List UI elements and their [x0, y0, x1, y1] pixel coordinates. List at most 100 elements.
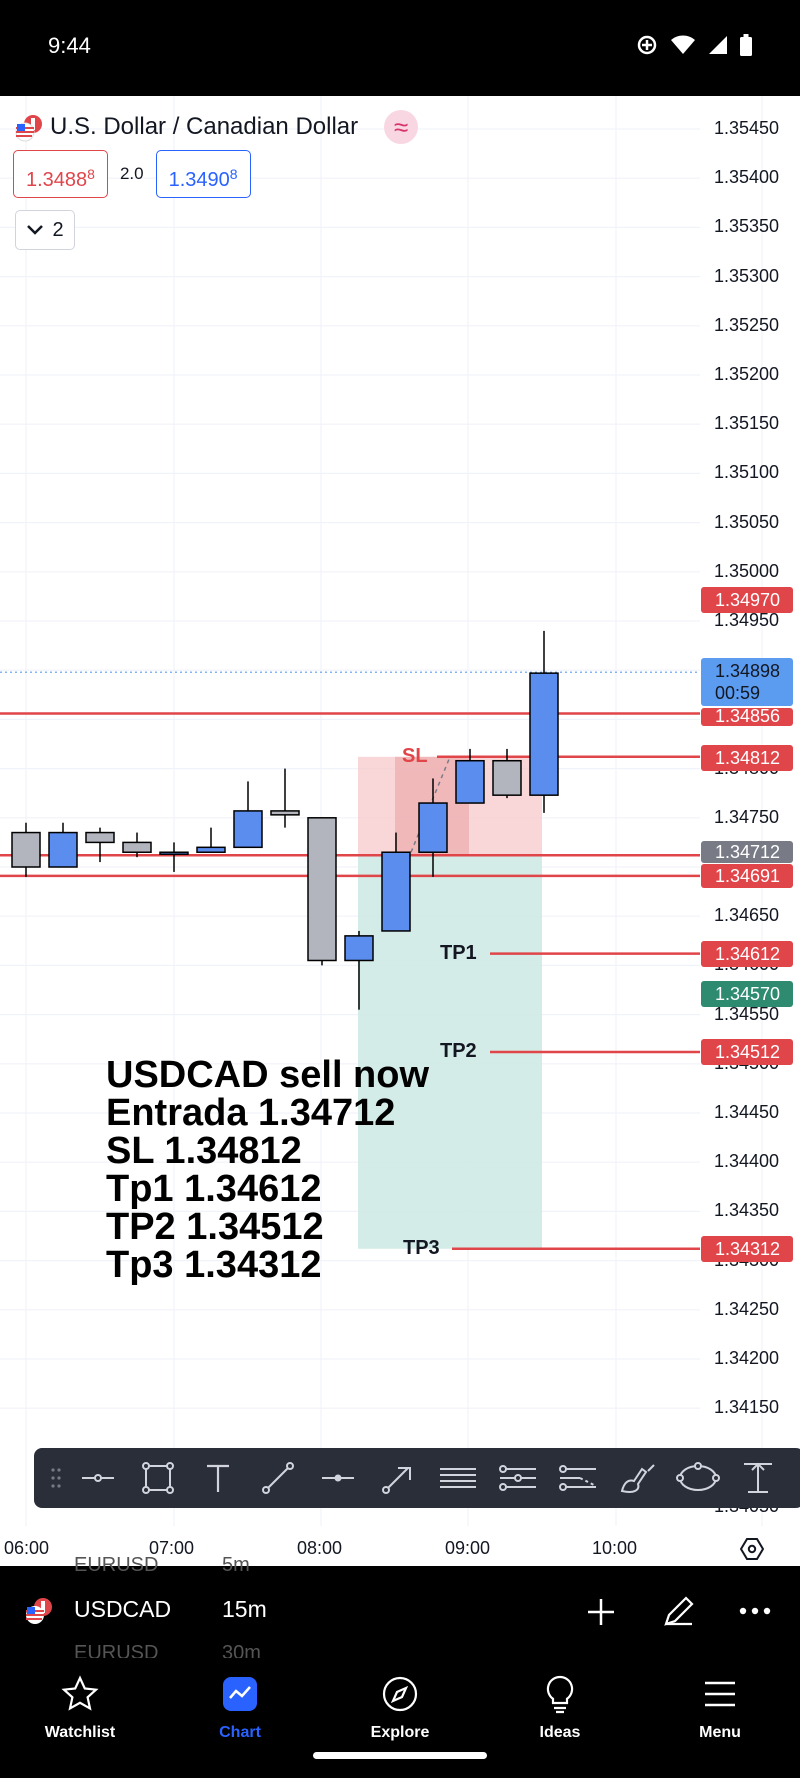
candle-body [233, 810, 263, 849]
more-icon[interactable] [739, 1606, 771, 1616]
price-tick: 1.35250 [714, 314, 780, 335]
annotation-line: SL 1.34812 [106, 1130, 302, 1172]
price-tick: 1.35400 [714, 167, 780, 188]
symbol-strip[interactable]: EURUSD 5m USDCAD 15m EURUSD 30m [0, 1554, 800, 1664]
rectangle-tool-icon[interactable] [128, 1448, 188, 1508]
price-tag-sl: 1.34812 [701, 745, 793, 771]
chart-settings-icon[interactable] [740, 1538, 764, 1560]
compass-icon [330, 1672, 470, 1716]
indicator-count: 2 [52, 218, 64, 241]
price-tag-tp1: 1.34612 [701, 941, 793, 967]
price-tag-line-2: 1.34691 [701, 864, 793, 888]
price-tick: 1.35300 [714, 265, 780, 286]
fib-retracement-tool-icon[interactable] [488, 1448, 548, 1508]
price-tick: 1.35150 [714, 413, 780, 434]
trade-annotation[interactable]: USDCAD sell now Entrada 1.34712 SL 1.348… [106, 1056, 429, 1284]
drag-handle-icon[interactable] [44, 1448, 68, 1508]
strip-prev-interval: 5m [222, 1554, 250, 1576]
candle-body [85, 831, 115, 844]
price-tag-line-1: 1.34856 [701, 708, 793, 726]
nav-chart[interactable]: Chart [170, 1672, 310, 1742]
buy-price: 1.3490 [168, 169, 230, 191]
nav-label: Explore [370, 1724, 430, 1741]
time-axis[interactable]: 06:00 07:00 08:00 09:00 10:00 [0, 1530, 800, 1566]
home-indicator[interactable] [313, 1752, 487, 1759]
price-tag-tp2: 1.34512 [701, 1039, 793, 1065]
price-tag-red-top: 1.34970 [701, 587, 793, 613]
horizontal-ray-tool-icon[interactable] [308, 1448, 368, 1508]
flag-icon [26, 1598, 52, 1624]
add-icon[interactable] [585, 1596, 617, 1628]
bottom-navigation: Watchlist Chart Explore Ideas Menu [0, 1658, 800, 1778]
flag-icon [14, 113, 42, 142]
nav-ideas[interactable]: Ideas [490, 1672, 630, 1742]
candle-body [196, 846, 226, 853]
nav-menu[interactable]: Menu [650, 1672, 790, 1742]
sell-price-pipette: 8 [87, 166, 95, 182]
trend-line-tool-icon[interactable] [248, 1448, 308, 1508]
candle-body [492, 759, 522, 796]
candle-body [455, 759, 485, 804]
buy-button[interactable]: 1.34908 [155, 150, 251, 198]
candle-body [270, 810, 300, 816]
price-tick: 1.34150 [714, 1397, 780, 1418]
candle-body [344, 935, 374, 962]
candle-body [381, 851, 411, 932]
strip-interval[interactable]: 15m [222, 1596, 267, 1622]
tp2-line-label[interactable]: TP2 [440, 1040, 477, 1062]
symbol-title[interactable]: U.S. Dollar / Canadian Dollar [50, 113, 359, 140]
time-tick: 08:00 [297, 1538, 343, 1558]
arrow-tool-icon[interactable] [368, 1448, 428, 1508]
nav-explore[interactable]: Explore [330, 1672, 470, 1742]
strip-symbol[interactable]: USDCAD [74, 1596, 172, 1622]
price-tick: 1.35000 [714, 560, 780, 581]
annotation-line: Tp1 1.34612 [106, 1168, 322, 1210]
status-icons [636, 34, 752, 56]
price-tick: 1.34950 [714, 610, 780, 630]
text-tool-icon[interactable] [188, 1448, 248, 1508]
price-tick: 1.35450 [714, 118, 780, 138]
candle-body [48, 831, 78, 868]
price-tag-entry: 1.34712 [701, 841, 793, 863]
data-saver-icon [637, 35, 657, 55]
price-tick: 1.34750 [714, 806, 780, 827]
status-time: 9:44 [48, 33, 91, 58]
sell-button[interactable]: 1.34888 [13, 150, 108, 198]
price-tick: 1.35200 [714, 364, 780, 384]
chevron-down-icon [27, 225, 44, 235]
chart-canvas[interactable] [0, 96, 800, 1566]
lightbulb-icon [490, 1672, 630, 1716]
price-tick: 1.35350 [714, 216, 780, 237]
tp3-line-label[interactable]: TP3 [403, 1237, 440, 1259]
sl-line-label[interactable]: SL [402, 745, 428, 767]
bar-countdown: 00:59 [715, 683, 761, 703]
horizontal-line-tool-icon[interactable] [68, 1448, 128, 1508]
candle-body [11, 831, 41, 868]
pitchfork-tool-icon[interactable] [548, 1448, 608, 1508]
nav-watchlist[interactable]: Watchlist [10, 1672, 150, 1742]
price-tick: 1.34350 [714, 1200, 780, 1221]
menu-icon [650, 1672, 790, 1716]
indicator-badge[interactable]: ≈ [384, 110, 419, 144]
price-tick: 1.34650 [714, 905, 780, 926]
brush-tool-icon[interactable] [608, 1448, 668, 1508]
price-tick: 1.35050 [714, 511, 780, 532]
price-tag-green: 1.34570 [701, 981, 793, 1007]
anchored-vwap-tool-icon[interactable] [728, 1448, 788, 1508]
ellipse-tool-icon[interactable] [668, 1448, 728, 1508]
parallel-channel-tool-icon[interactable] [428, 1448, 488, 1508]
candle-body [529, 672, 559, 796]
drawing-toolbar[interactable] [34, 1448, 800, 1508]
pencil-icon[interactable] [662, 1594, 696, 1628]
symbol-header[interactable]: U.S. Dollar / Canadian Dollar ≈ [14, 110, 419, 144]
tp1-line-label[interactable]: TP1 [440, 942, 477, 964]
price-tick: 1.34550 [714, 1003, 780, 1024]
indicators-collapse-button[interactable]: 2 [15, 210, 75, 250]
price-tick: 1.35100 [714, 462, 780, 483]
time-tick: 09:00 [445, 1538, 491, 1558]
annotation-line: Entrada 1.34712 [106, 1092, 396, 1134]
candle-body [159, 851, 189, 855]
strip-prev-symbol: EURUSD [74, 1554, 159, 1576]
chart-area[interactable]: U.S. Dollar / Canadian Dollar ≈ 1.34888 … [0, 96, 800, 1566]
time-tick: 06:00 [4, 1538, 50, 1558]
